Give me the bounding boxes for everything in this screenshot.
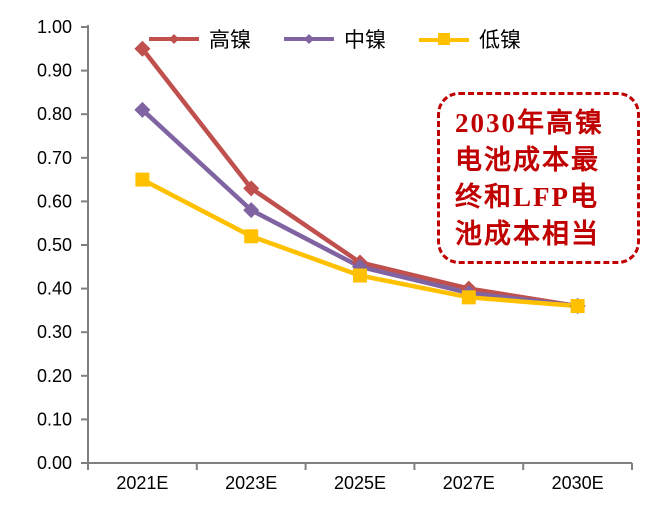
x-tick-label: 2023E bbox=[225, 473, 277, 493]
annotation-line: 电池成本最 bbox=[455, 145, 600, 175]
y-tick-label: 0.30 bbox=[37, 322, 72, 342]
y-tick-label: 0.10 bbox=[37, 409, 72, 429]
y-tick-label: 0.60 bbox=[37, 191, 72, 211]
y-tick-label: 0.50 bbox=[37, 235, 72, 255]
legend-label-high-nickel: 高镍 bbox=[209, 28, 251, 52]
legend-item-low-nickel: 低镍 bbox=[418, 24, 521, 54]
legend-item-mid-nickel: 中镍 bbox=[283, 24, 386, 54]
legend-item-high-nickel: 高镍 bbox=[148, 24, 251, 54]
annotation-line: 池成本相当 bbox=[455, 219, 600, 249]
marker-square-2 bbox=[244, 229, 259, 244]
marker-diamond-1 bbox=[134, 101, 151, 118]
y-tick-label: 0.00 bbox=[37, 453, 72, 473]
y-tick-label: 0.70 bbox=[37, 148, 72, 168]
marker-square-2 bbox=[135, 172, 150, 187]
x-tick-label: 2030E bbox=[552, 473, 604, 493]
legend-line-square-icon bbox=[419, 33, 469, 45]
annotation-line: 终和LFP电 bbox=[455, 182, 599, 212]
annotation-callout: 2030年高镍 电池成本最 终和LFP电 池成本相当 bbox=[437, 92, 640, 264]
marker-square-2 bbox=[461, 290, 476, 305]
legend-label-mid-nickel: 中镍 bbox=[344, 28, 386, 52]
legend-line-diamond-icon bbox=[149, 34, 199, 44]
y-tick-label: 0.20 bbox=[37, 366, 72, 386]
x-tick-label: 2021E bbox=[116, 473, 168, 493]
marker-square-2 bbox=[353, 268, 367, 283]
x-tick-label: 2025E bbox=[334, 473, 386, 493]
chart-legend: 高镍 中镍 低镍 bbox=[148, 24, 521, 54]
y-tick-label: 0.90 bbox=[37, 61, 72, 81]
marker-square-2 bbox=[570, 299, 585, 314]
x-tick-label: 2027E bbox=[443, 473, 495, 493]
y-tick-label: 0.80 bbox=[37, 104, 72, 124]
marker-diamond-0 bbox=[134, 40, 151, 57]
marker-diamond-1 bbox=[243, 202, 260, 219]
annotation-line: 2030年高镍 bbox=[455, 108, 604, 138]
legend-label-low-nickel: 低镍 bbox=[479, 28, 521, 52]
legend-line-diamond-icon bbox=[284, 34, 334, 44]
y-tick-label: 1.00 bbox=[37, 17, 72, 37]
y-tick-label: 0.40 bbox=[37, 279, 72, 299]
marker-diamond-0 bbox=[243, 180, 260, 197]
